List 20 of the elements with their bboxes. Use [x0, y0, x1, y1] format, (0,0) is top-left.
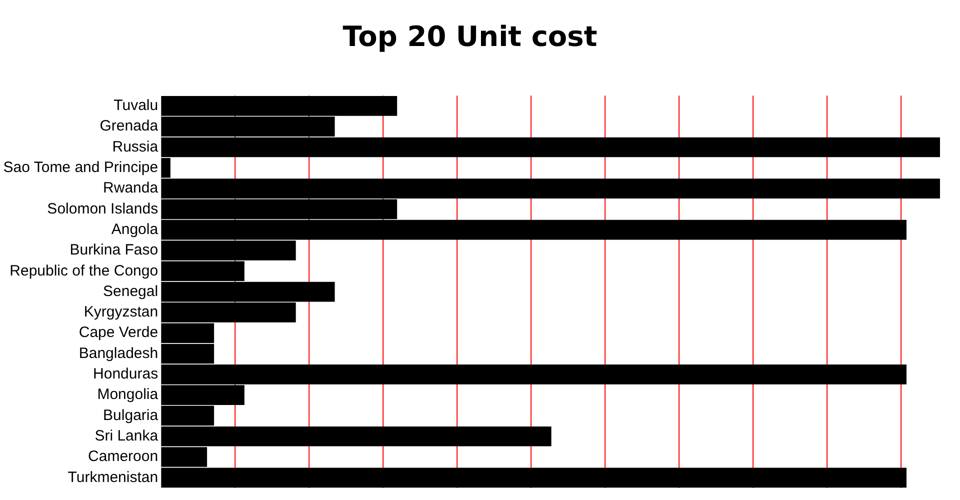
y-tick-label: Bangladesh	[78, 344, 158, 362]
y-tick-label: Cape Verde	[78, 324, 158, 342]
y-tick-label: Turkmenistan	[68, 468, 158, 486]
y-tick-label: Sri Lanka	[94, 428, 159, 445]
y-tick-label: Cameroon	[88, 448, 158, 466]
y-tick-label: Sao Tome and Principe	[3, 159, 158, 176]
y-tick-label: Honduras	[93, 366, 158, 383]
y-tick-label: Kyrgyzstan	[84, 304, 158, 321]
y-tick-label: Tuvalu	[114, 97, 158, 114]
y-tick-label: Bulgaria	[103, 406, 159, 424]
y-tick-label: Mongolia	[97, 386, 159, 404]
y-tick-label: Burkina Faso	[70, 242, 158, 259]
chart-title: Top 20 Unit cost	[342, 20, 598, 54]
y-tick-label: Angola	[111, 220, 159, 238]
y-tick-label: Russia	[112, 138, 159, 156]
y-tick-label: Solomon Islands	[47, 200, 158, 218]
y-tick-label: Senegal	[103, 282, 158, 300]
y-tick-label: Republic of the Congo	[10, 262, 158, 280]
y-tick-label: Grenada	[100, 118, 159, 135]
y-tick-label: Rwanda	[103, 180, 159, 197]
